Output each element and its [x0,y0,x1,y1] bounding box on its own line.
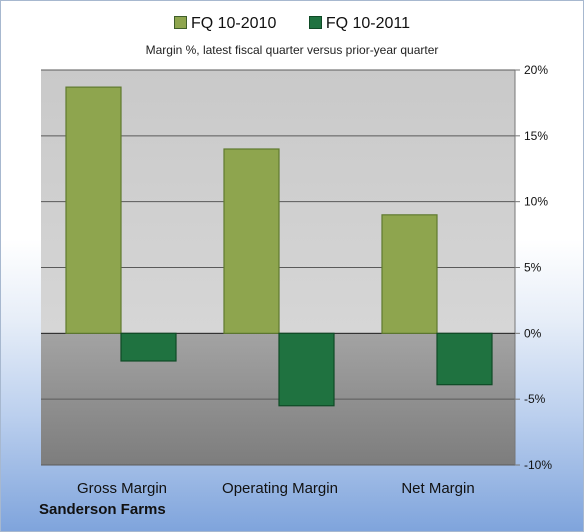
legend-label-2011: FQ 10-2011 [325,15,411,32]
legend-swatch-2010 [173,16,187,29]
legend-item-2010: FQ 10-2010 [173,15,277,33]
y-tick-label: -5% [524,392,546,406]
y-tick-label: 10% [524,195,548,209]
bar-fq-10-2011-gross-margin [120,332,177,362]
bar-fq-10-2010-net-margin [381,214,438,334]
chart-subtitle: Margin %, latest fiscal quarter versus p… [145,43,439,57]
company-name: Sanderson Farms [39,501,166,518]
bar-fq-10-2010-operating-margin [223,148,280,334]
y-tick-label: 0% [524,326,542,340]
legend-label-2010: FQ 10-2010 [190,15,277,32]
y-tick-label: -10% [524,458,552,472]
bar-fq-10-2011-operating-margin [278,332,335,407]
bar-fq-10-2010-gross-margin [65,86,122,334]
y-tick-label: 15% [524,129,548,143]
x-category-label: Net Margin [401,480,474,497]
legend: FQ 10-2010 FQ 10-2011 [1,15,583,33]
y-tick-label: 5% [524,261,542,275]
legend-swatch-2011 [308,16,322,29]
x-category-label: Gross Margin [77,480,167,497]
bar-fq-10-2011-net-margin [436,332,493,386]
legend-item-2011: FQ 10-2011 [308,15,411,33]
y-tick-label: 20% [524,63,548,77]
x-category-label: Operating Margin [222,480,338,497]
